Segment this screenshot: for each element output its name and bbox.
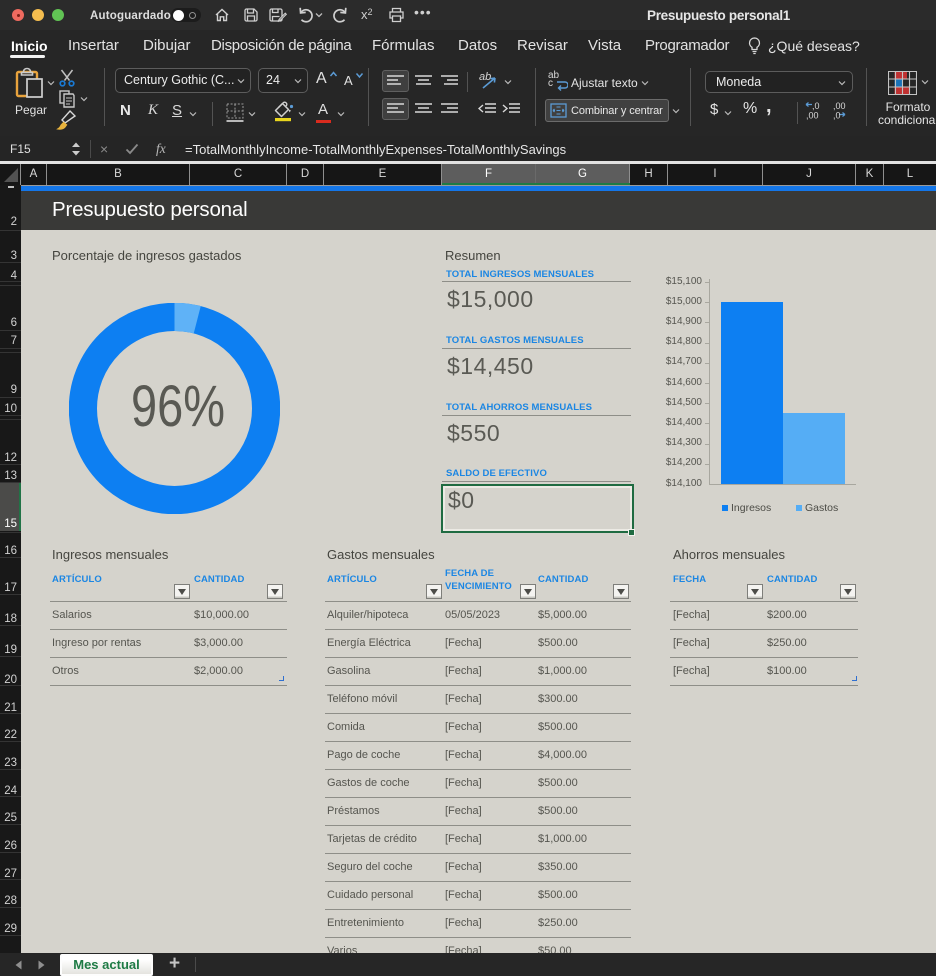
- svg-text:,0: ,0: [812, 101, 820, 111]
- svg-text:96%: 96%: [131, 374, 225, 439]
- svg-text:,00: ,00: [833, 101, 846, 111]
- svg-text:,0: ,0: [833, 111, 841, 121]
- svg-text:,00: ,00: [806, 111, 819, 121]
